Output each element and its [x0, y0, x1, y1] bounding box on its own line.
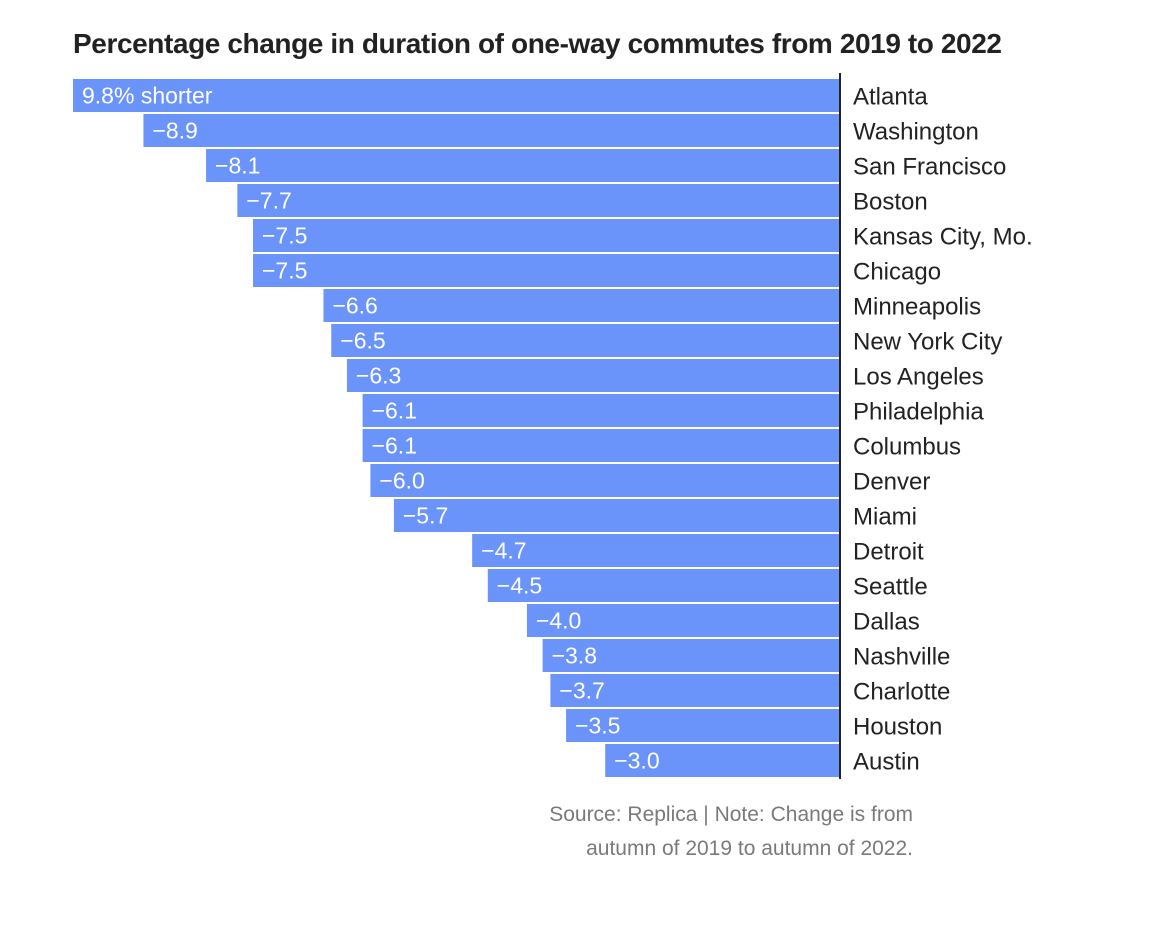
value-label-charlotte: −3.7: [559, 678, 604, 704]
category-label-denver: Denver: [853, 469, 930, 496]
bar-denver: [370, 464, 840, 497]
value-label-new-york-city: −6.5: [340, 328, 385, 354]
bar-charlotte: [550, 674, 840, 707]
category-label-austin: Austin: [853, 749, 920, 776]
value-label-seattle: −4.5: [497, 573, 542, 599]
bar-los-angeles: [346, 359, 840, 392]
bar-washington: [143, 114, 840, 147]
bar-detroit: [472, 534, 840, 567]
value-label-houston: −3.5: [575, 713, 620, 739]
note-line-period: autumn of 2019 to autumn of 2022.: [586, 837, 913, 860]
category-label-philadelphia: Philadelphia: [853, 399, 984, 426]
value-label-philadelphia: −6.1: [372, 398, 417, 424]
bar-new-york-city: [331, 324, 840, 357]
category-label-detroit: Detroit: [853, 539, 924, 566]
bar-columbus: [362, 429, 840, 462]
bar-philadelphia: [362, 394, 840, 427]
category-label-miami: Miami: [853, 504, 917, 531]
bars-layer: [73, 79, 841, 777]
value-label-dallas: −4.0: [536, 608, 581, 634]
value-label-nashville: −3.8: [552, 643, 597, 669]
bar-dallas: [526, 604, 840, 637]
category-label-kansas-city-mo: Kansas City, Mo.: [853, 224, 1033, 251]
category-label-san-francisco: San Francisco: [853, 154, 1006, 181]
chart-note: Source: Replica | Note: Change is from a…: [549, 798, 913, 866]
category-label-minneapolis: Minneapolis: [853, 294, 981, 321]
chart-title: Percentage change in duration of one-way…: [73, 28, 1002, 59]
category-label-houston: Houston: [853, 714, 942, 741]
value-label-washington: −8.9: [152, 118, 197, 144]
category-label-charlotte: Charlotte: [853, 679, 950, 706]
bar-nashville: [542, 639, 840, 672]
bar-miami: [393, 499, 840, 532]
bar-austin: [605, 744, 840, 777]
category-label-dallas: Dallas: [853, 609, 920, 636]
value-label-detroit: −4.7: [481, 538, 526, 564]
category-label-seattle: Seattle: [853, 574, 928, 601]
bar-minneapolis: [323, 289, 840, 322]
category-label-los-angeles: Los Angeles: [853, 364, 984, 391]
bar-san-francisco: [206, 149, 840, 182]
value-label-chicago: −7.5: [262, 258, 307, 284]
labels-layer: 9.8% shorter Atlanta −8.9 Washington −8.1 San…: [82, 83, 1033, 776]
value-label-columbus: −6.1: [372, 433, 417, 459]
category-label-columbus: Columbus: [853, 434, 961, 461]
value-label-miami: −5.7: [403, 503, 448, 529]
note-line-source: Source: Replica | Note: Change is from: [549, 803, 913, 826]
value-label-atlanta: 9.8% shorter: [82, 83, 213, 109]
bar-atlanta: [73, 79, 840, 112]
bar-houston: [566, 709, 840, 742]
bar-chicago: [253, 254, 841, 287]
value-label-minneapolis: −6.6: [332, 293, 377, 319]
value-label-denver: −6.0: [379, 468, 424, 494]
bar-boston: [237, 184, 840, 217]
value-label-austin: −3.0: [614, 748, 659, 774]
category-label-washington: Washington: [853, 119, 979, 146]
category-label-chicago: Chicago: [853, 259, 941, 286]
category-label-nashville: Nashville: [853, 644, 950, 671]
bar-kansas-city-mo: [253, 219, 841, 252]
category-label-boston: Boston: [853, 189, 928, 216]
value-label-san-francisco: −8.1: [215, 153, 260, 179]
value-label-los-angeles: −6.3: [356, 363, 401, 389]
bar-seattle: [487, 569, 840, 602]
category-label-atlanta: Atlanta: [853, 84, 928, 111]
category-label-new-york-city: New York City: [853, 329, 1002, 356]
value-label-kansas-city-mo: −7.5: [262, 223, 307, 249]
value-label-boston: −7.7: [246, 188, 291, 214]
